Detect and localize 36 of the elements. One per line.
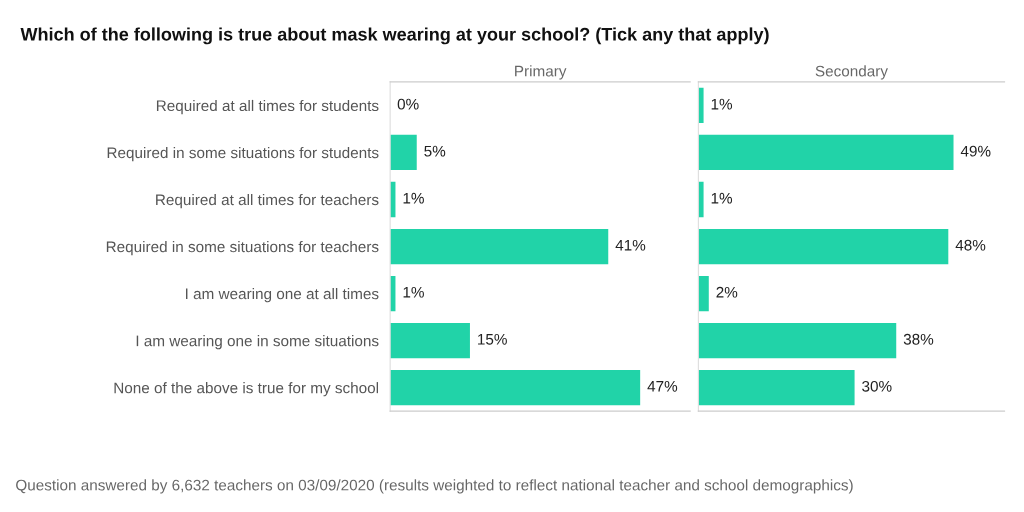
bar — [698, 275, 709, 312]
bar — [698, 322, 897, 359]
text: Which of the following is true about mask wearing at your school? (Tick any that apply) — [20, 27, 769, 45]
data-label: 1% — [711, 192, 733, 204]
y-tick-label: None of the above is true for my school — [114, 382, 379, 397]
y-tick-label: Required in some situations for teachers — [106, 240, 379, 256]
bar — [390, 228, 609, 265]
bar — [390, 322, 470, 359]
bar — [698, 369, 855, 406]
bar — [698, 134, 954, 171]
data-label: 30% — [862, 380, 892, 392]
text: Question answered by 6,632 teachers on 03/09/2020 (results weighted to reflect national teacher and school demographics) — [16, 479, 853, 494]
data-label: 41% — [615, 239, 646, 251]
y-tick-label: I am wearing one at all times — [186, 288, 379, 303]
bar — [390, 369, 641, 406]
data-label: 38% — [903, 333, 934, 345]
bar — [698, 228, 949, 265]
chart-title: Primary — [515, 65, 567, 80]
data-label: 0% — [397, 98, 419, 110]
bar — [698, 181, 704, 218]
data-label: 49% — [960, 145, 991, 157]
data-label: 1% — [711, 98, 733, 110]
chart-title: Secondary — [815, 65, 888, 80]
data-label: 1% — [403, 192, 424, 204]
data-label: 1% — [403, 286, 424, 298]
bar — [698, 87, 704, 124]
bar — [390, 134, 417, 171]
y-tick-label: Required at all times for students — [156, 99, 379, 115]
data-label: 15% — [478, 333, 507, 345]
data-label: 47% — [647, 380, 678, 392]
y-tick-label: Required in some situations for students — [107, 146, 379, 162]
data-label: 2% — [716, 286, 738, 298]
data-label: 48% — [955, 239, 986, 251]
data-label: 5% — [424, 145, 446, 157]
y-tick-label: Required at all times for teachers — [156, 193, 379, 209]
y-tick-label: I am wearing one in some situations — [136, 335, 379, 350]
